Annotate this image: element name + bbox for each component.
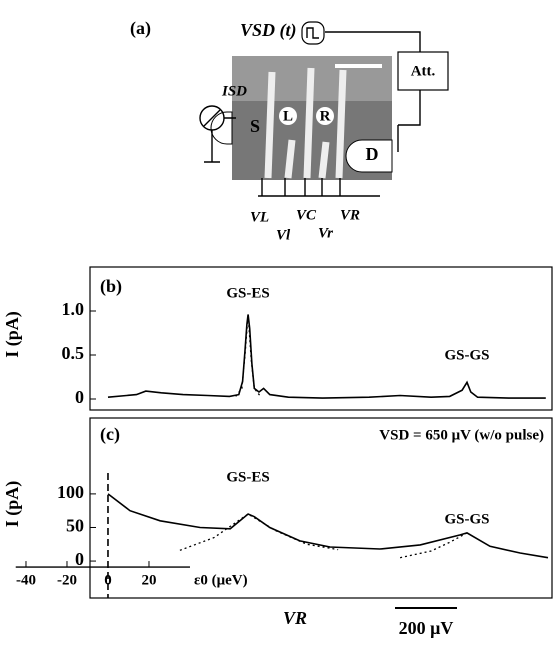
pulse-wires: [325, 31, 421, 152]
isd-label: ISD: [221, 83, 247, 99]
fit-curve: [399, 532, 468, 559]
pulse-source: [301, 21, 325, 45]
vsd-label: VSD (t): [240, 20, 297, 41]
attenuator: [397, 51, 449, 91]
ammeter-wires: [203, 109, 236, 163]
y-tick-label: 0: [75, 387, 84, 407]
att-label: Att.: [411, 63, 436, 79]
y-axis-label: I (pA): [2, 311, 23, 358]
gates: [264, 67, 347, 179]
panel-label: (a): [130, 18, 151, 39]
scale-bar-label: 200 μV: [399, 618, 454, 638]
y-tick-label: 50: [66, 516, 84, 536]
gate-label: VR: [340, 207, 360, 223]
peak-label: GS-ES: [226, 469, 269, 485]
gate-wires: [258, 178, 380, 197]
y-tick-label: 0: [75, 549, 84, 569]
right-dot-label: R: [320, 108, 331, 124]
y-tick-label: 1.0: [62, 299, 85, 319]
x2-tick-label: 0: [104, 572, 112, 588]
fit-curve: [179, 513, 339, 551]
y-tick-label: 100: [57, 482, 84, 502]
gate-label: VL: [250, 209, 269, 225]
y-axis-label: I (pA): [2, 481, 23, 528]
plot-frame: [89, 417, 553, 599]
x2-tick-label: 20: [141, 572, 156, 588]
x2-tick-label: -40: [16, 572, 36, 588]
right-dot: [316, 107, 334, 125]
drain-pad: [345, 139, 393, 173]
x2-tick-label: -20: [57, 572, 77, 588]
gate-label: Vr: [318, 225, 333, 241]
fit-curve: [235, 314, 262, 397]
peak-label: GS-ES: [226, 285, 269, 301]
panel-label: (c): [100, 424, 120, 445]
scale-label: 300 nm: [332, 43, 380, 59]
plot-frame: [89, 266, 553, 411]
y-tick-label: 0.5: [62, 343, 85, 363]
gate-label: VC: [296, 207, 317, 223]
left-dot-label: L: [283, 108, 293, 124]
peak-label: GS-GS: [444, 347, 489, 363]
pulse-icon: [306, 27, 319, 39]
schematic: (a) VSD (t) ISD 300 nm Att. S D L R VL V…: [130, 18, 449, 243]
gate-label: Vl: [276, 227, 291, 243]
left-dot: [279, 107, 297, 125]
data-curve: [107, 314, 546, 399]
x2-axis-label: ε0 (μeV): [194, 572, 248, 588]
condition: VSD = 650 μV (w/o pulse): [379, 427, 544, 443]
source-label: S: [250, 116, 260, 136]
panel-label: (b): [100, 276, 122, 297]
peak-label: GS-GS: [444, 511, 489, 527]
drain-label: D: [366, 144, 379, 164]
x-axis-label: VR: [283, 608, 307, 628]
